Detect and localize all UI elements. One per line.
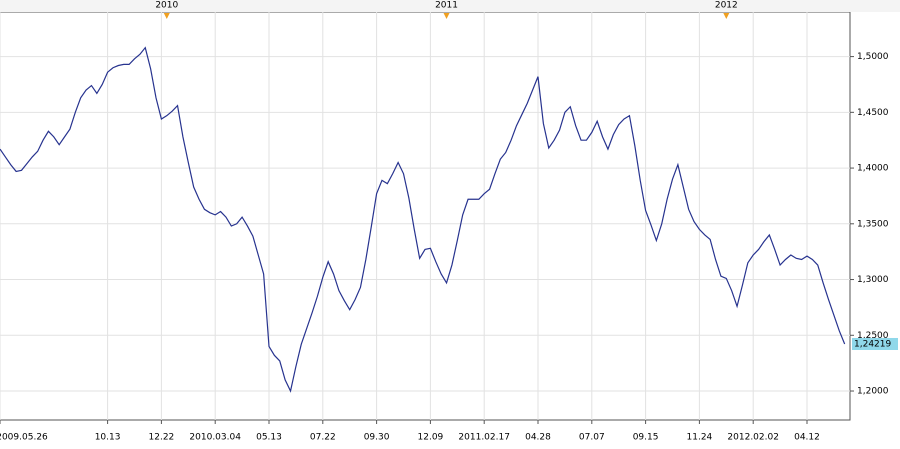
y-tick-label: 1,2000: [857, 387, 889, 397]
price-line: [0, 46, 846, 393]
x-tick-label: 09.30: [364, 433, 390, 443]
y-tick-label: 1,3500: [857, 219, 889, 229]
top-strip: [0, 0, 900, 12]
year-marker: [723, 13, 730, 19]
x-tick-label: 07.07: [579, 433, 605, 443]
x-tick-label: 2009.05.26: [0, 433, 48, 443]
x-tick-label: 12.09: [418, 433, 444, 443]
last-price-box: [852, 337, 898, 350]
year-marker: [443, 13, 450, 19]
x-tick-label: 10.13: [95, 433, 121, 443]
year-label: 2010: [155, 1, 178, 11]
y-tick-label: 1,2500: [857, 331, 889, 341]
x-tick-label: 2011.02.17: [458, 433, 510, 443]
y-tick-label: 1,5000: [857, 52, 889, 62]
year-marker: [163, 13, 170, 19]
x-tick-label: 11.24: [687, 433, 713, 443]
y-tick-label: 1,4500: [857, 108, 889, 118]
x-tick-label: 12.22: [149, 433, 175, 443]
x-tick-label: 2010.03.04: [189, 433, 241, 443]
plot-frame: [0, 11, 851, 421]
y-tick-label: 1,3000: [857, 275, 889, 285]
year-label: 2012: [715, 1, 738, 11]
x-tick-label: 07.22: [310, 433, 336, 443]
x-tick-label: 2012.02.02: [727, 433, 779, 443]
y-tick-label: 1,4000: [857, 164, 889, 174]
last-price-label: 1,24219: [854, 339, 891, 349]
x-tick-label: 09.15: [633, 433, 659, 443]
year-label: 2011: [435, 1, 458, 11]
x-tick-label: 04.28: [525, 433, 551, 443]
x-tick-label: 04.12: [794, 433, 820, 443]
x-tick-label: 05.13: [256, 433, 282, 443]
